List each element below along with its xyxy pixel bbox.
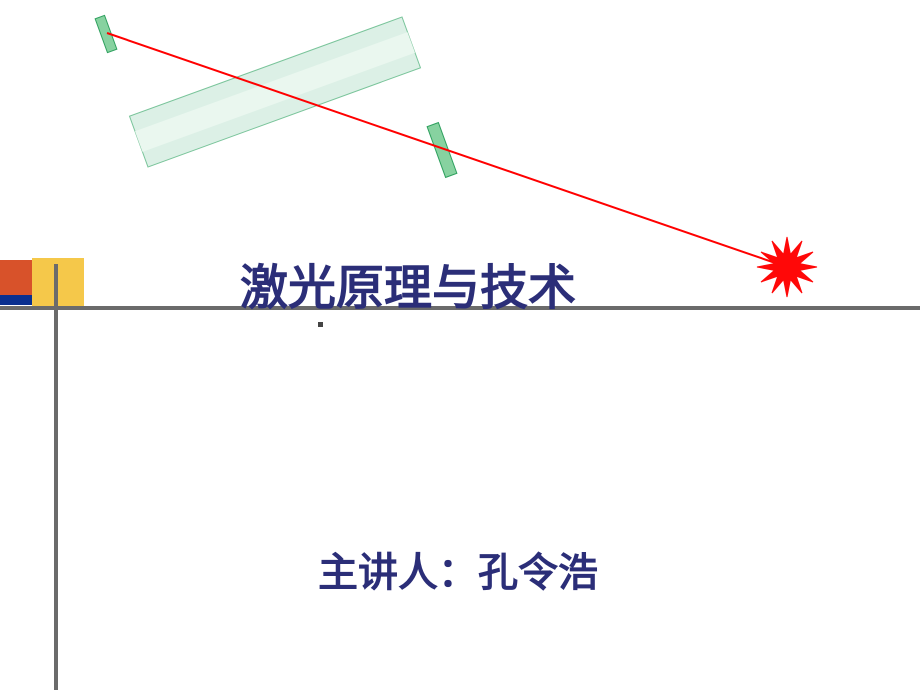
laser-mirror-right [427,123,457,178]
laser-burst-icon [757,237,817,297]
bullet-marker [318,322,323,327]
presenter-line: 主讲人：孔令浩 [318,540,598,598]
laser-tube-inner [135,32,415,152]
laser-mirror-left [95,15,117,52]
laser-beam [107,33,787,267]
slide-title: 激光原理与技术 [240,248,576,318]
